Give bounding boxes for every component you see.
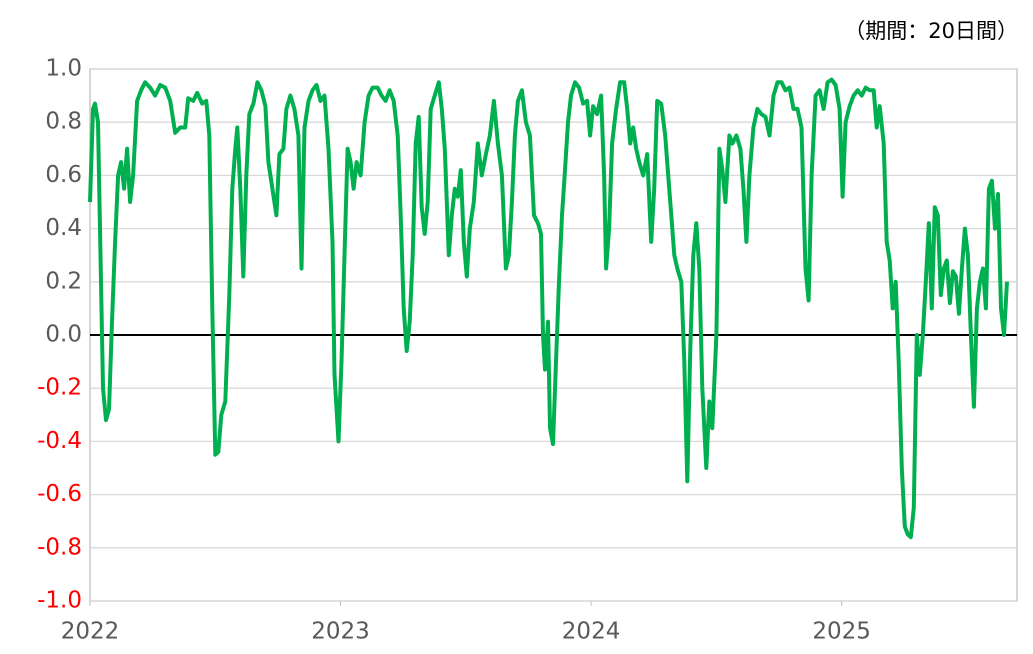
y-tick-label: 0.6 [45,162,82,188]
x-tick-label: 2025 [812,619,871,645]
y-tick-label: 0.4 [45,215,82,241]
y-tick-label: 1.0 [45,56,82,82]
x-tick-label: 2024 [562,619,621,645]
y-tick-label: 0.8 [45,109,82,135]
y-tick-label: -0.6 [37,481,82,507]
annotation: （期間：20日間） [844,19,1018,43]
y-tick-label: -0.2 [37,375,82,401]
x-tick-label: 2023 [311,619,370,645]
x-tick-label: 2022 [61,619,120,645]
line-series [88,77,1009,540]
y-tick-label: 0.2 [45,268,82,294]
y-tick-label: -0.4 [37,428,82,454]
y-tick-label: -0.8 [37,534,82,560]
y-tick-label: -1.0 [37,588,82,614]
y-tick-label: 0.0 [45,322,82,348]
